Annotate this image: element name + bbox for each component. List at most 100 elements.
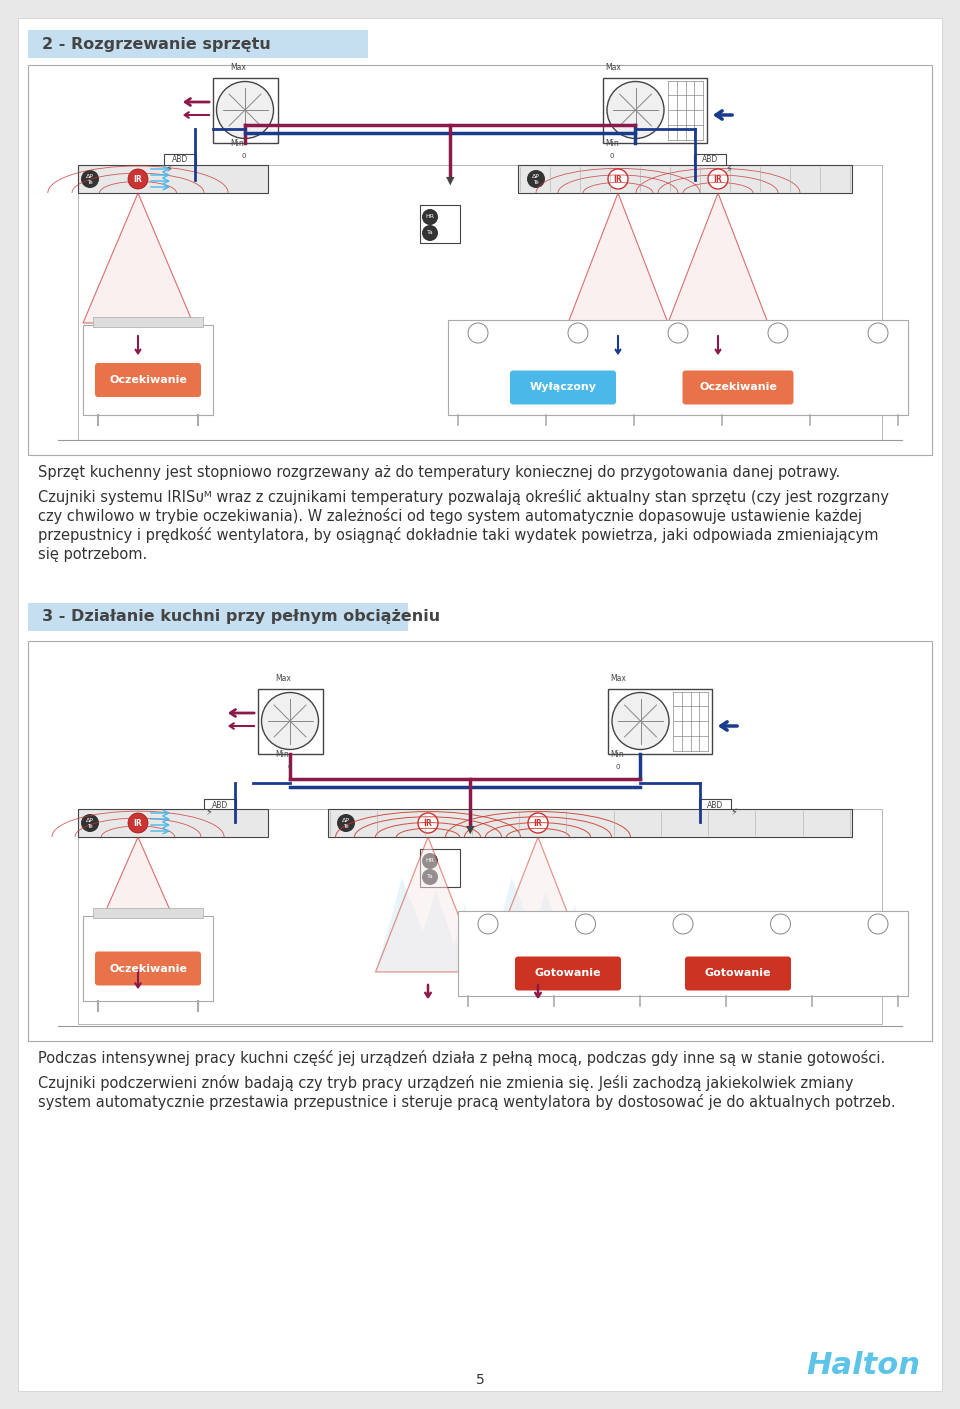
Text: Sprzęt kuchenny jest stopniowo rozgrzewany aż do temperatury koniecznej do przyg: Sprzęt kuchenny jest stopniowo rozgrzewa…	[38, 465, 840, 480]
FancyBboxPatch shape	[83, 325, 213, 416]
FancyBboxPatch shape	[458, 912, 908, 996]
Polygon shape	[486, 878, 590, 972]
Text: 0: 0	[615, 764, 619, 769]
FancyBboxPatch shape	[28, 65, 932, 455]
Text: ⚡: ⚡	[205, 807, 212, 817]
Text: Max: Max	[605, 63, 621, 72]
Circle shape	[612, 692, 669, 750]
FancyBboxPatch shape	[93, 317, 203, 327]
Text: Ta: Ta	[426, 231, 433, 235]
Circle shape	[422, 209, 438, 225]
Text: Wyłączony: Wyłączony	[530, 382, 596, 393]
FancyBboxPatch shape	[328, 809, 852, 837]
FancyBboxPatch shape	[83, 916, 213, 1000]
Text: Czujniki systemu IRISᴜᴹ wraz z czujnikami temperatury pozwalają określić aktualn: Czujniki systemu IRISᴜᴹ wraz z czujnikam…	[38, 489, 889, 504]
Circle shape	[771, 914, 790, 934]
FancyBboxPatch shape	[18, 18, 942, 1391]
Circle shape	[128, 169, 148, 189]
Text: ⚡: ⚡	[165, 163, 172, 173]
Polygon shape	[375, 837, 481, 972]
Circle shape	[708, 169, 728, 189]
Circle shape	[608, 169, 628, 189]
Circle shape	[81, 814, 99, 831]
Text: ΔP: ΔP	[86, 173, 94, 179]
Text: ABD: ABD	[702, 155, 718, 165]
Text: IR: IR	[133, 819, 142, 827]
Text: 0: 0	[610, 154, 614, 159]
Text: HR: HR	[425, 858, 435, 864]
Text: 3 - Działanie kuchni przy pełnym obciążeniu: 3 - Działanie kuchni przy pełnym obciąże…	[42, 610, 440, 624]
Text: Oczekiwanie: Oczekiwanie	[109, 375, 187, 385]
Text: ΔP: ΔP	[532, 173, 540, 179]
Polygon shape	[668, 193, 768, 323]
Circle shape	[668, 323, 688, 342]
FancyBboxPatch shape	[420, 204, 460, 242]
Text: 5: 5	[475, 1372, 485, 1386]
Text: Halton: Halton	[806, 1350, 920, 1379]
Text: 0: 0	[242, 154, 247, 159]
Text: ABD: ABD	[172, 155, 188, 165]
FancyBboxPatch shape	[694, 154, 726, 166]
FancyBboxPatch shape	[420, 850, 460, 888]
FancyBboxPatch shape	[462, 819, 478, 841]
Text: Te: Te	[87, 823, 93, 828]
Circle shape	[568, 323, 588, 342]
FancyBboxPatch shape	[448, 320, 908, 416]
Polygon shape	[375, 878, 481, 972]
Polygon shape	[568, 193, 668, 323]
FancyBboxPatch shape	[515, 957, 621, 991]
Circle shape	[418, 813, 438, 833]
Text: Oczekiwanie: Oczekiwanie	[699, 382, 777, 393]
FancyBboxPatch shape	[442, 170, 458, 192]
Text: Min: Min	[605, 139, 619, 148]
Text: ABD: ABD	[212, 800, 228, 810]
FancyBboxPatch shape	[699, 799, 731, 812]
Circle shape	[607, 82, 664, 138]
FancyBboxPatch shape	[95, 951, 201, 985]
Text: Min: Min	[610, 750, 624, 759]
Circle shape	[422, 869, 438, 885]
Text: Max: Max	[230, 63, 246, 72]
Circle shape	[128, 813, 148, 833]
Text: przepustnicy i prędkość wentylatora, by osiągnąć dokładnie taki wydatek powietrz: przepustnicy i prędkość wentylatora, by …	[38, 527, 878, 542]
Text: się potrzebom.: się potrzebom.	[38, 547, 147, 562]
Text: Max: Max	[275, 674, 291, 683]
FancyBboxPatch shape	[28, 603, 408, 631]
Polygon shape	[85, 837, 190, 957]
Circle shape	[528, 813, 548, 833]
Circle shape	[422, 852, 438, 869]
Text: ⚡: ⚡	[725, 163, 732, 173]
Circle shape	[478, 914, 498, 934]
FancyBboxPatch shape	[683, 371, 794, 404]
FancyBboxPatch shape	[95, 364, 201, 397]
Circle shape	[768, 323, 788, 342]
FancyBboxPatch shape	[78, 165, 268, 193]
Text: Czujniki podczerwieni znów badają czy tryb pracy urządzeń nie zmienia się. Jeśli: Czujniki podczerwieni znów badają czy tr…	[38, 1075, 853, 1091]
FancyBboxPatch shape	[28, 641, 932, 1041]
Circle shape	[81, 170, 99, 187]
FancyBboxPatch shape	[510, 371, 616, 404]
Text: Te: Te	[343, 823, 348, 828]
Text: IR: IR	[423, 819, 432, 827]
Circle shape	[575, 914, 595, 934]
Polygon shape	[83, 193, 193, 323]
FancyBboxPatch shape	[204, 799, 236, 812]
Text: IR: IR	[613, 175, 622, 183]
FancyBboxPatch shape	[78, 809, 882, 1024]
Text: Min: Min	[275, 750, 289, 759]
FancyBboxPatch shape	[603, 77, 707, 142]
Circle shape	[673, 914, 693, 934]
Polygon shape	[486, 837, 590, 972]
Text: system automatycznie przestawia przepustnice i steruje pracą wentylatora by dost: system automatycznie przestawia przepust…	[38, 1093, 896, 1110]
Circle shape	[868, 323, 888, 342]
Text: ΔP: ΔP	[342, 817, 350, 823]
FancyBboxPatch shape	[93, 907, 203, 919]
Text: ▼: ▼	[445, 176, 454, 186]
Text: Oczekiwanie: Oczekiwanie	[109, 964, 187, 974]
Text: czy chwilowo w trybie oczekiwania). W zależności od tego system automatycznie do: czy chwilowo w trybie oczekiwania). W za…	[38, 509, 862, 524]
Circle shape	[468, 323, 488, 342]
Text: Gotowanie: Gotowanie	[705, 968, 771, 978]
Text: ABD: ABD	[707, 800, 723, 810]
FancyBboxPatch shape	[28, 30, 368, 58]
Text: 0: 0	[287, 764, 292, 769]
